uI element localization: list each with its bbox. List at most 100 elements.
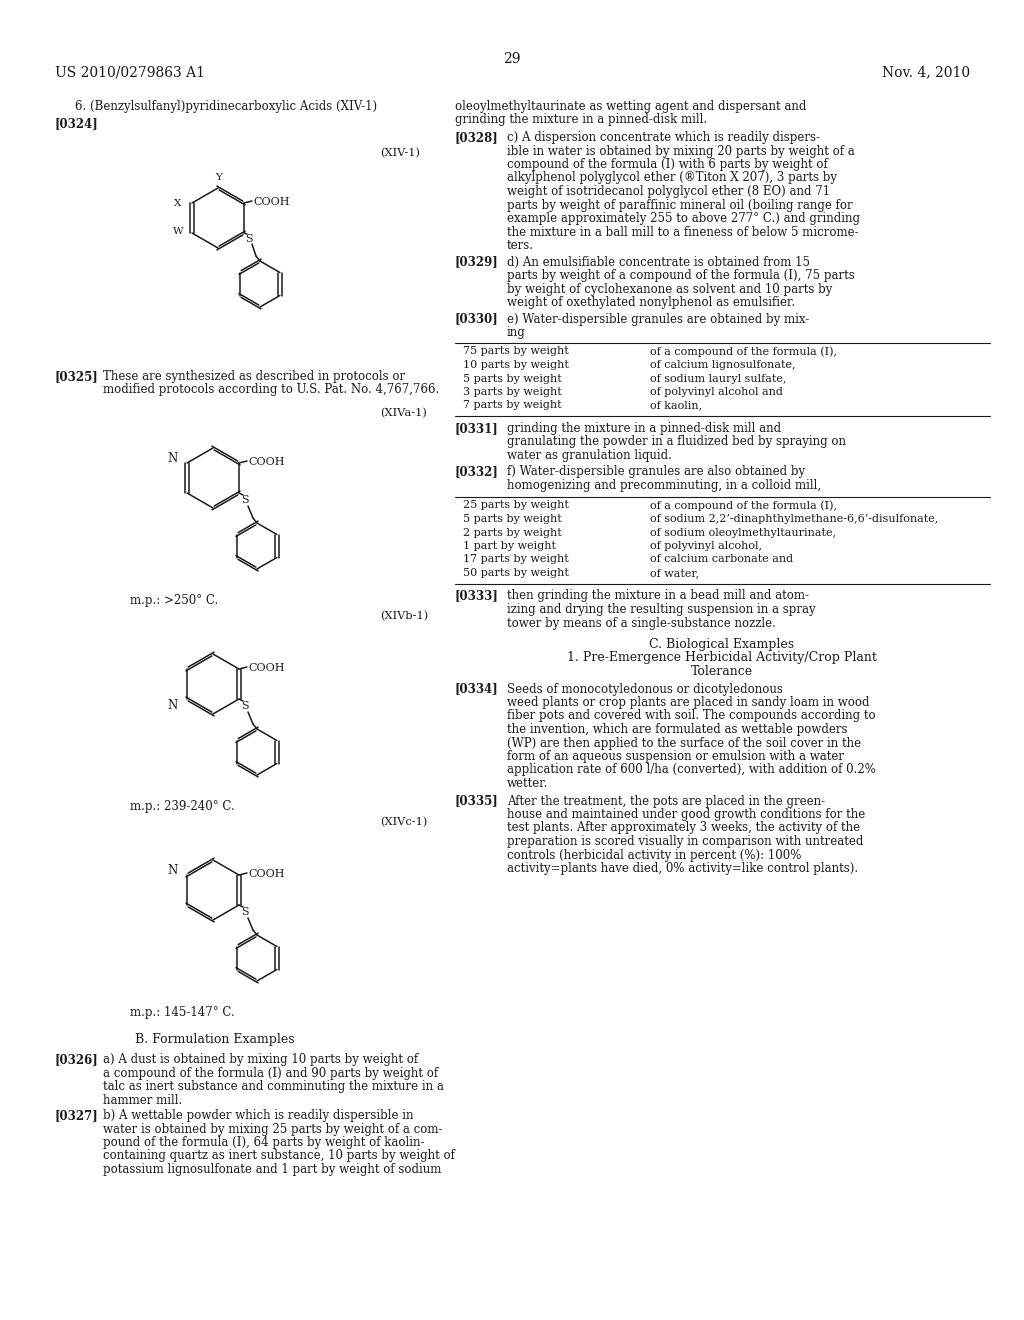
Text: wetter.: wetter. (507, 777, 549, 789)
Text: N: N (167, 865, 177, 876)
Text: tower by means of a single-substance nozzle.: tower by means of a single-substance noz… (507, 616, 776, 630)
Text: water is obtained by mixing 25 parts by weight of a com-: water is obtained by mixing 25 parts by … (103, 1122, 442, 1135)
Text: e) Water-dispersible granules are obtained by mix-: e) Water-dispersible granules are obtain… (507, 313, 809, 326)
Text: of calcium lignosulfonate,: of calcium lignosulfonate, (650, 360, 796, 370)
Text: then grinding the mixture in a bead mill and atom-: then grinding the mixture in a bead mill… (507, 590, 809, 602)
Text: N: N (167, 451, 177, 465)
Text: (XIVa-1): (XIVa-1) (380, 408, 427, 418)
Text: activity=plants have died, 0% activity=like control plants).: activity=plants have died, 0% activity=l… (507, 862, 858, 875)
Text: Seeds of monocotyledonous or dicotyledonous: Seeds of monocotyledonous or dicotyledon… (507, 682, 783, 696)
Text: fiber pots and covered with soil. The compounds according to: fiber pots and covered with soil. The co… (507, 710, 876, 722)
Text: grinding the mixture in a pinned-disk mill.: grinding the mixture in a pinned-disk mi… (455, 114, 708, 127)
Text: of kaolin,: of kaolin, (650, 400, 702, 411)
Text: b) A wettable powder which is readily dispersible in: b) A wettable powder which is readily di… (103, 1109, 414, 1122)
Text: c) A dispersion concentrate which is readily dispers-: c) A dispersion concentrate which is rea… (507, 131, 820, 144)
Text: COOH: COOH (248, 869, 285, 879)
Text: W: W (173, 227, 183, 236)
Text: Nov. 4, 2010: Nov. 4, 2010 (882, 65, 970, 79)
Text: 29: 29 (503, 51, 521, 66)
Text: of water,: of water, (650, 568, 699, 578)
Text: granulating the powder in a fluidized bed by spraying on: granulating the powder in a fluidized be… (507, 436, 846, 449)
Text: [0324]: [0324] (55, 117, 98, 129)
Text: X: X (174, 199, 181, 209)
Text: (XIVb-1): (XIVb-1) (380, 611, 428, 622)
Text: (XIV-1): (XIV-1) (380, 148, 420, 158)
Text: (XIVc-1): (XIVc-1) (380, 817, 427, 828)
Text: S: S (242, 907, 249, 917)
Text: weed plants or crop plants are placed in sandy loam in wood: weed plants or crop plants are placed in… (507, 696, 869, 709)
Text: f) Water-dispersible granules are also obtained by: f) Water-dispersible granules are also o… (507, 466, 805, 479)
Text: (WP) are then applied to the surface of the soil cover in the: (WP) are then applied to the surface of … (507, 737, 861, 750)
Text: COOH: COOH (248, 457, 285, 467)
Text: C. Biological Examples: C. Biological Examples (649, 638, 795, 651)
Text: Tolerance: Tolerance (691, 665, 753, 678)
Text: water as granulation liquid.: water as granulation liquid. (507, 449, 672, 462)
Text: of sodium lauryl sulfate,: of sodium lauryl sulfate, (650, 374, 786, 384)
Text: ible in water is obtained by mixing 20 parts by weight of a: ible in water is obtained by mixing 20 p… (507, 144, 855, 157)
Text: parts by weight of paraffinic mineral oil (boiling range for: parts by weight of paraffinic mineral oi… (507, 198, 853, 211)
Text: COOH: COOH (253, 197, 290, 207)
Text: oleoylmethyltaurinate as wetting agent and dispersant and: oleoylmethyltaurinate as wetting agent a… (455, 100, 806, 114)
Text: parts by weight of a compound of the formula (I), 75 parts: parts by weight of a compound of the for… (507, 269, 855, 282)
Text: preparation is scored visually in comparison with untreated: preparation is scored visually in compar… (507, 836, 863, 847)
Text: containing quartz as inert substance, 10 parts by weight of: containing quartz as inert substance, 10… (103, 1150, 455, 1163)
Text: [0333]: [0333] (455, 590, 499, 602)
Text: [0327]: [0327] (55, 1109, 98, 1122)
Text: m.p.: 145-147° C.: m.p.: 145-147° C. (130, 1006, 234, 1019)
Text: ing: ing (507, 326, 525, 339)
Text: example approximately 255 to above 277° C.) and grinding: example approximately 255 to above 277° … (507, 213, 860, 224)
Text: m.p.: >250° C.: m.p.: >250° C. (130, 594, 218, 607)
Text: [0326]: [0326] (55, 1053, 98, 1067)
Text: the mixture in a ball mill to a fineness of below 5 microme-: the mixture in a ball mill to a fineness… (507, 226, 859, 239)
Text: izing and drying the resulting suspension in a spray: izing and drying the resulting suspensio… (507, 603, 816, 616)
Text: COOH: COOH (248, 663, 285, 673)
Text: weight of oxethylated nonylphenol as emulsifier.: weight of oxethylated nonylphenol as emu… (507, 296, 795, 309)
Text: 2 parts by weight: 2 parts by weight (463, 528, 562, 537)
Text: 3 parts by weight: 3 parts by weight (463, 387, 562, 397)
Text: N: N (167, 700, 177, 711)
Text: modified protocols according to U.S. Pat. No. 4,767,766.: modified protocols according to U.S. Pat… (103, 384, 439, 396)
Text: 10 parts by weight: 10 parts by weight (463, 360, 569, 370)
Text: [0332]: [0332] (455, 466, 499, 479)
Text: After the treatment, the pots are placed in the green-: After the treatment, the pots are placed… (507, 795, 825, 808)
Text: house and maintained under good growth conditions for the: house and maintained under good growth c… (507, 808, 865, 821)
Text: test plants. After approximately 3 weeks, the activity of the: test plants. After approximately 3 weeks… (507, 821, 860, 834)
Text: 5 parts by weight: 5 parts by weight (463, 513, 562, 524)
Text: S: S (245, 234, 253, 244)
Text: application rate of 600 l/ha (converted), with addition of 0.2%: application rate of 600 l/ha (converted)… (507, 763, 876, 776)
Text: of polyvinyl alcohol and: of polyvinyl alcohol and (650, 387, 783, 397)
Text: 75 parts by weight: 75 parts by weight (463, 346, 568, 356)
Text: 7 parts by weight: 7 parts by weight (463, 400, 561, 411)
Text: controls (herbicidal activity in percent (%): 100%: controls (herbicidal activity in percent… (507, 849, 802, 862)
Text: 1. Pre-Emergence Herbicidal Activity/Crop Plant: 1. Pre-Emergence Herbicidal Activity/Cro… (567, 652, 877, 664)
Text: a) A dust is obtained by mixing 10 parts by weight of: a) A dust is obtained by mixing 10 parts… (103, 1053, 418, 1067)
Text: of calcium carbonate and: of calcium carbonate and (650, 554, 794, 565)
Text: grinding the mixture in a pinned-disk mill and: grinding the mixture in a pinned-disk mi… (507, 422, 781, 436)
Text: 50 parts by weight: 50 parts by weight (463, 568, 569, 578)
Text: a compound of the formula (I) and 90 parts by weight of: a compound of the formula (I) and 90 par… (103, 1067, 438, 1080)
Text: 6. (Benzylsulfanyl)pyridinecarboxylic Acids (XIV-1): 6. (Benzylsulfanyl)pyridinecarboxylic Ac… (75, 100, 377, 114)
Text: talc as inert substance and comminuting the mixture in a: talc as inert substance and comminuting … (103, 1080, 443, 1093)
Text: ters.: ters. (507, 239, 534, 252)
Text: [0325]: [0325] (55, 370, 98, 383)
Text: B. Formulation Examples: B. Formulation Examples (135, 1034, 295, 1045)
Text: alkylphenol polyglycol ether (®Titon X 207), 3 parts by: alkylphenol polyglycol ether (®Titon X 2… (507, 172, 837, 185)
Text: US 2010/0279863 A1: US 2010/0279863 A1 (55, 65, 205, 79)
Text: 25 parts by weight: 25 parts by weight (463, 500, 569, 511)
Text: m.p.: 239-240° C.: m.p.: 239-240° C. (130, 800, 234, 813)
Text: compound of the formula (I) with 6 parts by weight of: compound of the formula (I) with 6 parts… (507, 158, 827, 172)
Text: 5 parts by weight: 5 parts by weight (463, 374, 562, 384)
Text: of sodium oleoylmethyltaurinate,: of sodium oleoylmethyltaurinate, (650, 528, 836, 537)
Text: Y: Y (216, 173, 222, 182)
Text: [0334]: [0334] (455, 682, 499, 696)
Text: d) An emulsifiable concentrate is obtained from 15: d) An emulsifiable concentrate is obtain… (507, 256, 810, 268)
Text: 1 part by weight: 1 part by weight (463, 541, 556, 550)
Text: [0330]: [0330] (455, 313, 499, 326)
Text: of a compound of the formula (I),: of a compound of the formula (I), (650, 346, 837, 358)
Text: S: S (242, 701, 249, 711)
Text: 17 parts by weight: 17 parts by weight (463, 554, 568, 565)
Text: [0328]: [0328] (455, 131, 499, 144)
Text: homogenizing and precomminuting, in a colloid mill,: homogenizing and precomminuting, in a co… (507, 479, 821, 492)
Text: S: S (242, 495, 249, 506)
Text: the invention, which are formulated as wettable powders: the invention, which are formulated as w… (507, 723, 848, 737)
